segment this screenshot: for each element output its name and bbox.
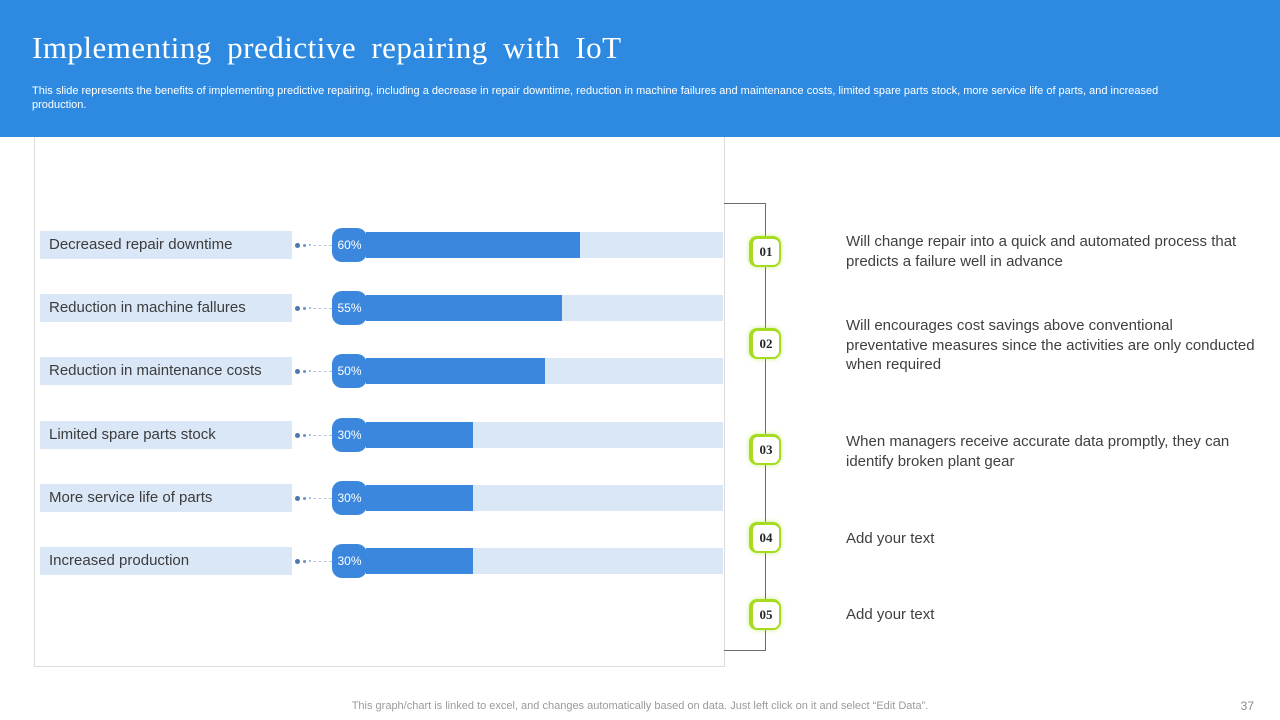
step-number: 03: [759, 442, 773, 457]
step-badge-05: 05: [749, 599, 781, 630]
bar-value-badge: 60%: [332, 228, 367, 262]
step-badge-02: 02: [749, 328, 781, 359]
bar-value-badge: 30%: [332, 481, 367, 515]
bar-track: [366, 358, 723, 384]
leader-dots: [292, 544, 332, 578]
bar-category-label: More service life of parts: [40, 484, 292, 512]
step-badge-03: 03: [749, 434, 781, 465]
bar-track: [366, 485, 723, 511]
leader-dots: [292, 418, 332, 452]
bar-track: [366, 548, 723, 574]
step-badge-04: 04: [749, 522, 781, 553]
bar-row-increased-production: Increased production 30%: [40, 544, 723, 578]
bar-value-badge: 50%: [332, 354, 367, 388]
footer-note: This graph/chart is linked to excel, and…: [351, 700, 929, 712]
bar-fill: [366, 295, 563, 321]
step-number: 01: [759, 244, 773, 259]
step-number: 04: [759, 530, 773, 545]
bar-value-badge: 55%: [332, 291, 367, 325]
bar-row-reduction-machine-failures: Reduction in machine fallures 55%: [40, 291, 723, 325]
leader-dots: [292, 228, 332, 262]
bar-row-limited-spare-parts: Limited spare parts stock 30%: [40, 418, 723, 452]
connector-line-vertical: [765, 203, 766, 651]
connector-line-top: [724, 203, 765, 204]
step-number: 05: [759, 607, 773, 622]
leader-dots: [292, 291, 332, 325]
leader-dots: [292, 354, 332, 388]
bar-track: [366, 422, 723, 448]
bar-category-label: Reduction in maintenance costs: [40, 357, 292, 385]
bar-value-badge: 30%: [332, 418, 367, 452]
bar-category-label: Decreased repair downtime: [40, 231, 292, 259]
annotation-text-04: Add your text: [846, 530, 935, 547]
bar-fill: [366, 232, 581, 258]
annotation-text-05: Add your text: [846, 606, 935, 623]
step-badge-01: 01: [749, 236, 781, 267]
page-title: Implementing predictive repairing with I…: [32, 30, 622, 65]
bar-row-reduction-maintenance-costs: Reduction in maintenance costs 50%: [40, 354, 723, 388]
bar-row-more-service-life: More service life of parts 30%: [40, 481, 723, 515]
bar-category-label: Reduction in machine fallures: [40, 294, 292, 322]
bar-fill: [366, 358, 545, 384]
bar-fill: [366, 422, 474, 448]
bar-value-badge: 30%: [332, 544, 367, 578]
bar-row-decreased-repair-downtime: Decreased repair downtime 60%: [40, 228, 723, 262]
leader-dots: [292, 481, 332, 515]
page-number: 37: [1240, 699, 1254, 713]
bar-category-label: Increased production: [40, 547, 292, 575]
annotation-text-01: Will change repair into a quick and auto…: [846, 233, 1237, 270]
bar-chart-panel[interactable]: Decreased repair downtime 60% Reduction …: [34, 137, 725, 667]
connector-line-bottom: [724, 650, 765, 651]
bar-category-label: Limited spare parts stock: [40, 421, 292, 449]
slide-subtitle: This slide represents the benefits of im…: [32, 85, 1159, 111]
step-number: 02: [759, 336, 773, 351]
slide-header: Implementing predictive repairing with I…: [0, 0, 1280, 137]
annotation-text-02: Will encourages cost savings above conve…: [846, 317, 1255, 373]
bar-track: [366, 232, 723, 258]
bar-fill: [366, 485, 474, 511]
annotation-text-03: When managers receive accurate data prom…: [846, 433, 1230, 470]
bar-track: [366, 295, 723, 321]
bar-fill: [366, 548, 474, 574]
